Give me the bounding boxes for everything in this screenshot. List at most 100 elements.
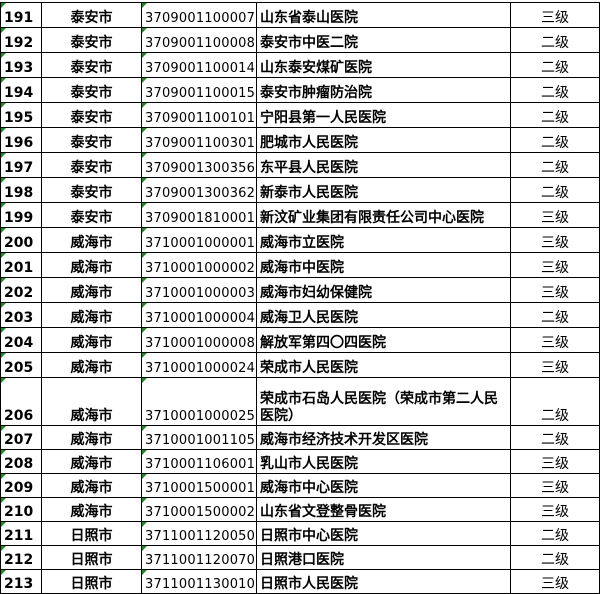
city-cell[interactable]: 威海市 xyxy=(41,327,142,353)
hospital-code-cell[interactable]: 3710001000002 xyxy=(141,252,257,278)
hospital-name-cell[interactable]: 日照市中心医院 xyxy=(256,521,511,546)
hospital-name-cell[interactable]: 日照港口医院 xyxy=(256,545,511,570)
level-cell[interactable]: 三级 xyxy=(510,449,600,474)
level-cell[interactable]: 三级 xyxy=(510,2,600,28)
hospital-name-cell[interactable]: 新汶矿业集团有限责任公司中心医院 xyxy=(256,202,511,228)
city-cell[interactable]: 威海市 xyxy=(41,302,142,328)
row-number-cell[interactable]: 207 xyxy=(0,425,42,450)
hospital-name-cell[interactable]: 威海市中心医院 xyxy=(256,473,511,498)
level-cell[interactable]: 三级 xyxy=(510,352,600,378)
row-number-cell[interactable]: 211 xyxy=(0,521,42,546)
hospital-code-cell[interactable]: 3709001100301 xyxy=(141,127,257,153)
level-cell[interactable]: 三级 xyxy=(510,473,600,498)
hospital-name-cell[interactable]: 荣成市石岛人民医院（荣成市第二人民医院） xyxy=(256,377,511,426)
hospital-name-cell[interactable]: 日照市人民医院 xyxy=(256,569,511,594)
hospital-name-cell[interactable]: 威海市经济技术开发区医院 xyxy=(256,425,511,450)
hospital-code-cell[interactable]: 3710001001105 xyxy=(141,425,257,450)
row-number-cell[interactable]: 212 xyxy=(0,545,42,570)
hospital-code-cell[interactable]: 3710001000001 xyxy=(141,227,257,253)
row-number-cell[interactable]: 196 xyxy=(0,127,42,153)
hospital-code-cell[interactable]: 3711001120070 xyxy=(141,545,257,570)
level-cell[interactable]: 二级 xyxy=(510,302,600,328)
city-cell[interactable]: 日照市 xyxy=(41,521,142,546)
level-cell[interactable]: 二级 xyxy=(510,52,600,78)
hospital-name-cell[interactable]: 荣成市人民医院 xyxy=(256,352,511,378)
level-cell[interactable]: 二级 xyxy=(510,177,600,203)
city-cell[interactable]: 泰安市 xyxy=(41,52,142,78)
hospital-code-cell[interactable]: 3709001810001 xyxy=(141,202,257,228)
city-cell[interactable]: 威海市 xyxy=(41,252,142,278)
row-number-cell[interactable]: 208 xyxy=(0,449,42,474)
city-cell[interactable]: 泰安市 xyxy=(41,77,142,103)
row-number-cell[interactable]: 202 xyxy=(0,277,42,303)
hospital-name-cell[interactable]: 威海市立医院 xyxy=(256,227,511,253)
hospital-name-cell[interactable]: 威海市中医院 xyxy=(256,252,511,278)
hospital-code-cell[interactable]: 3710001000004 xyxy=(141,302,257,328)
level-cell[interactable]: 三级 xyxy=(510,252,600,278)
city-cell[interactable]: 泰安市 xyxy=(41,202,142,228)
city-cell[interactable]: 泰安市 xyxy=(41,177,142,203)
hospital-name-cell[interactable]: 新泰市人民医院 xyxy=(256,177,511,203)
city-cell[interactable]: 威海市 xyxy=(41,473,142,498)
city-cell[interactable]: 威海市 xyxy=(41,497,142,522)
city-cell[interactable]: 威海市 xyxy=(41,377,142,426)
hospital-code-cell[interactable]: 3710001106001 xyxy=(141,449,257,474)
city-cell[interactable]: 威海市 xyxy=(41,227,142,253)
row-number-cell[interactable]: 204 xyxy=(0,327,42,353)
city-cell[interactable]: 威海市 xyxy=(41,449,142,474)
hospital-name-cell[interactable]: 宁阳县第一人民医院 xyxy=(256,102,511,128)
hospital-name-cell[interactable]: 山东泰安煤矿医院 xyxy=(256,52,511,78)
city-cell[interactable]: 威海市 xyxy=(41,352,142,378)
row-number-cell[interactable]: 209 xyxy=(0,473,42,498)
row-number-cell[interactable]: 203 xyxy=(0,302,42,328)
row-number-cell[interactable]: 205 xyxy=(0,352,42,378)
row-number-cell[interactable]: 192 xyxy=(0,27,42,53)
level-cell[interactable]: 三级 xyxy=(510,327,600,353)
level-cell[interactable]: 二级 xyxy=(510,377,600,426)
row-number-cell[interactable]: 195 xyxy=(0,102,42,128)
hospital-code-cell[interactable]: 3709001100008 xyxy=(141,27,257,53)
level-cell[interactable]: 二级 xyxy=(510,545,600,570)
hospital-code-cell[interactable]: 3710001500001 xyxy=(141,473,257,498)
hospital-code-cell[interactable]: 3710001000025 xyxy=(141,377,257,426)
hospital-name-cell[interactable]: 威海市妇幼保健院 xyxy=(256,277,511,303)
row-number-cell[interactable]: 193 xyxy=(0,52,42,78)
hospital-name-cell[interactable]: 山东省泰山医院 xyxy=(256,2,511,28)
level-cell[interactable]: 二级 xyxy=(510,77,600,103)
level-cell[interactable]: 三级 xyxy=(510,202,600,228)
level-cell[interactable]: 二级 xyxy=(510,27,600,53)
hospital-name-cell[interactable]: 乳山市人民医院 xyxy=(256,449,511,474)
hospital-code-cell[interactable]: 3709001100007 xyxy=(141,2,257,28)
row-number-cell[interactable]: 213 xyxy=(0,569,42,594)
row-number-cell[interactable]: 198 xyxy=(0,177,42,203)
level-cell[interactable]: 二级 xyxy=(510,152,600,178)
level-cell[interactable]: 三级 xyxy=(510,569,600,594)
row-number-cell[interactable]: 197 xyxy=(0,152,42,178)
hospital-code-cell[interactable]: 3709001300356 xyxy=(141,152,257,178)
hospital-code-cell[interactable]: 3710001000008 xyxy=(141,327,257,353)
row-number-cell[interactable]: 210 xyxy=(0,497,42,522)
hospital-code-cell[interactable]: 3711001120050 xyxy=(141,521,257,546)
hospital-name-cell[interactable]: 山东省文登整骨医院 xyxy=(256,497,511,522)
city-cell[interactable]: 泰安市 xyxy=(41,102,142,128)
level-cell[interactable]: 二级 xyxy=(510,521,600,546)
level-cell[interactable]: 二级 xyxy=(510,127,600,153)
level-cell[interactable]: 三级 xyxy=(510,277,600,303)
city-cell[interactable]: 日照市 xyxy=(41,569,142,594)
hospital-code-cell[interactable]: 3709001100015 xyxy=(141,77,257,103)
hospital-name-cell[interactable]: 泰安市中医二院 xyxy=(256,27,511,53)
row-number-cell[interactable]: 194 xyxy=(0,77,42,103)
row-number-cell[interactable]: 200 xyxy=(0,227,42,253)
city-cell[interactable]: 泰安市 xyxy=(41,2,142,28)
city-cell[interactable]: 泰安市 xyxy=(41,127,142,153)
row-number-cell[interactable]: 201 xyxy=(0,252,42,278)
city-cell[interactable]: 泰安市 xyxy=(41,27,142,53)
hospital-name-cell[interactable]: 威海卫人民医院 xyxy=(256,302,511,328)
hospital-code-cell[interactable]: 3709001100014 xyxy=(141,52,257,78)
hospital-name-cell[interactable]: 肥城市人民医院 xyxy=(256,127,511,153)
row-number-cell[interactable]: 191 xyxy=(0,2,42,28)
city-cell[interactable]: 威海市 xyxy=(41,425,142,450)
row-number-cell[interactable]: 199 xyxy=(0,202,42,228)
level-cell[interactable]: 二级 xyxy=(510,425,600,450)
hospital-name-cell[interactable]: 解放军第四〇四医院 xyxy=(256,327,511,353)
